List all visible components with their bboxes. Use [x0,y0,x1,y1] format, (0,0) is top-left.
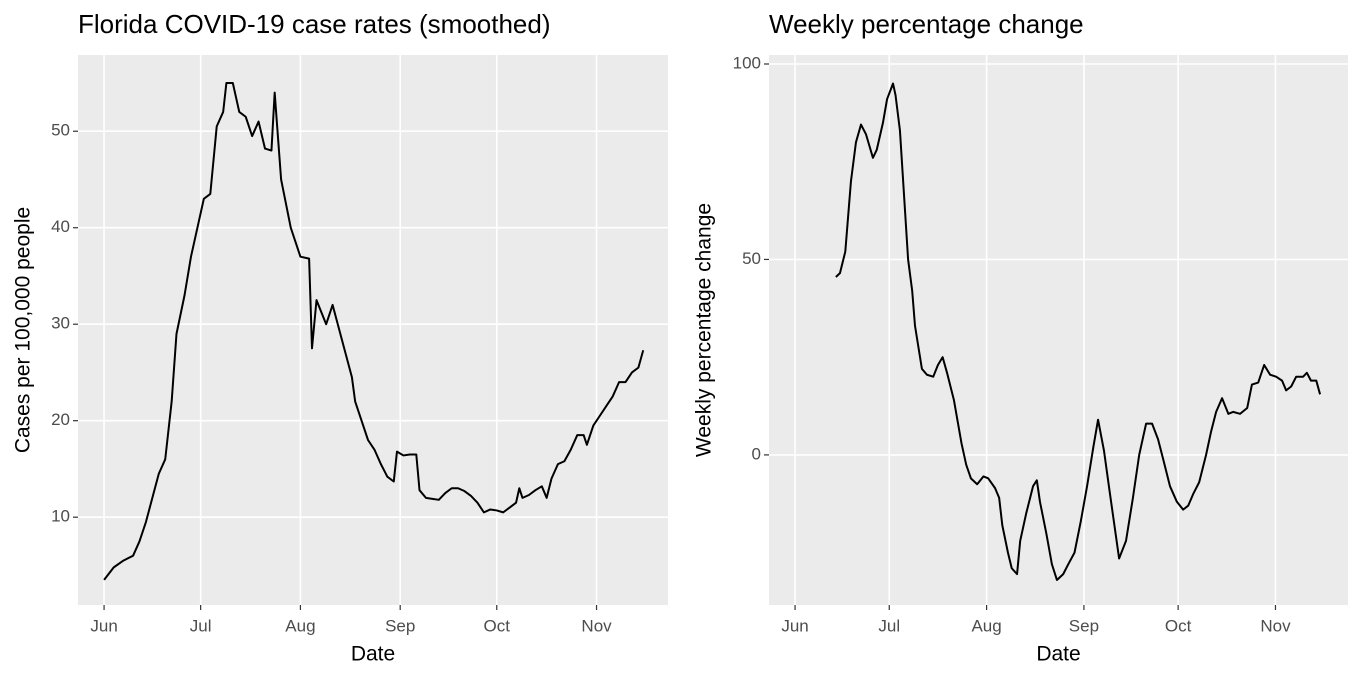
x-tick-label: Jun [781,616,808,635]
y-axis-title: Weekly percentage change [693,203,716,457]
panel-background [78,55,668,605]
y-axis-title: Cases per 100,000 people [12,207,35,453]
x-tick-label: Sep [1069,616,1099,635]
x-tick-label: Jun [90,616,117,635]
x-tick-label: Sep [385,616,415,635]
y-tick-label: 100 [733,53,761,72]
y-tick-label: 0 [752,444,761,463]
x-tick-label: Nov [1260,616,1291,635]
x-tick-label: Jul [878,616,900,635]
panel-background [769,55,1348,605]
x-tick-label: Oct [1165,616,1192,635]
x-tick-label: Nov [581,616,612,635]
y-tick-label: 50 [51,121,70,140]
data-line [835,82,1322,581]
y-tick-label: 30 [51,314,70,333]
x-tick-label: Aug [971,616,1001,635]
x-axis-title: Date [1036,643,1080,666]
y-tick-label: 40 [51,217,70,236]
chart-title: Weekly percentage change [769,9,1084,39]
x-tick-label: Oct [484,616,511,635]
y-tick-label: 50 [742,249,761,268]
x-tick-label: Aug [285,616,315,635]
data-line [103,81,645,581]
x-axis-title: Date [351,643,395,666]
y-tick-label: 10 [51,507,70,526]
x-tick-label: Jul [190,616,212,635]
chart-title: Florida COVID-19 case rates (smoothed) [78,9,551,39]
y-tick-label: 20 [51,410,70,429]
